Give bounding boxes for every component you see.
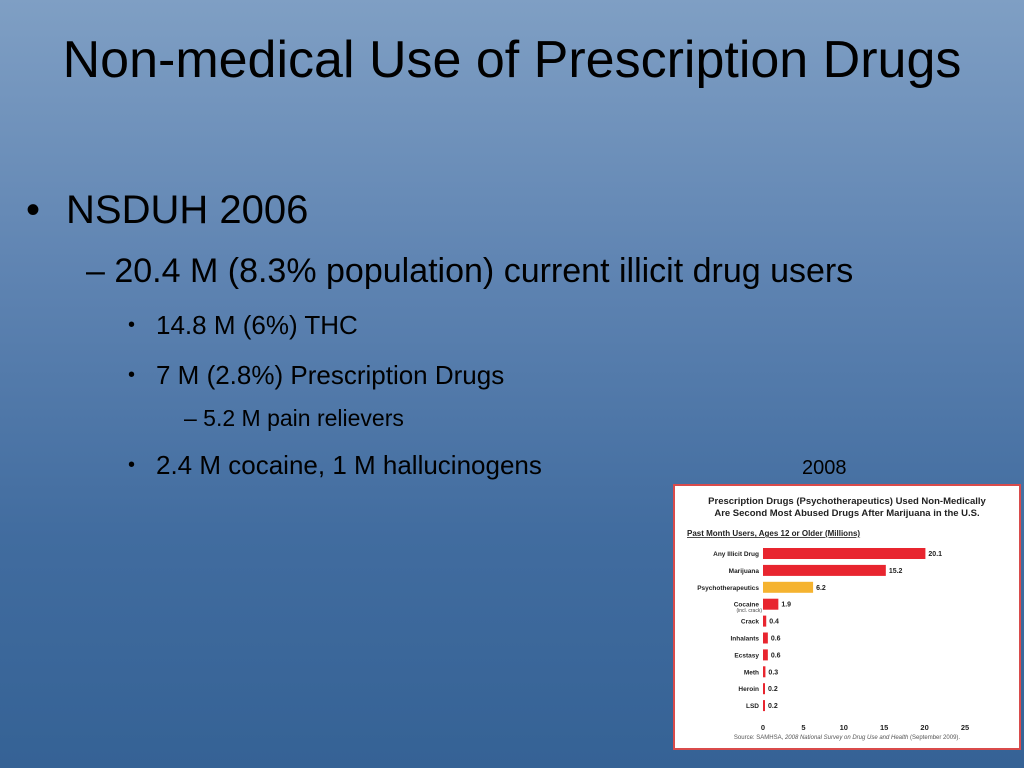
value-label: 0.4	[769, 619, 779, 626]
bars-group: Any Illicit Drug 20.1 Marijuana 15.2 Psychot…	[697, 548, 942, 712]
bullet-pain-relievers: – 5.2 M pain relievers	[184, 405, 404, 431]
bar	[763, 666, 766, 678]
category-label: Meth	[744, 669, 759, 676]
bar	[763, 700, 765, 712]
category-label: Heroin	[738, 686, 759, 693]
value-label: 0.6	[771, 652, 781, 659]
bullet-marker: •	[128, 454, 136, 476]
category-label: Psychotherapeutics	[697, 585, 759, 592]
category-label: Cocaine	[734, 602, 760, 609]
category-label: Inhalants	[730, 636, 759, 643]
bullet-thc: 14.8 M (6%) THC	[156, 310, 358, 340]
bullet-marker: •	[128, 314, 136, 336]
value-label: 0.6	[771, 636, 781, 643]
value-label: 0.2	[768, 686, 778, 693]
x-tick-label: 10	[840, 723, 848, 732]
chart-title-line2: Are Second Most Abused Drugs After Marij…	[714, 508, 979, 519]
bar	[763, 683, 765, 695]
chart-subtitle: Past Month Users, Ages 12 or Older (Mill…	[687, 529, 860, 538]
value-label: 6.2	[816, 585, 826, 592]
value-label: 0.3	[768, 669, 778, 676]
x-tick-label: 20	[920, 723, 928, 732]
x-tick-label: 0	[761, 723, 765, 732]
bar	[763, 649, 768, 661]
category-label: LSD	[746, 703, 759, 710]
x-axis: 0 5 10 15 20 25	[761, 723, 969, 732]
bullet-prescription: 7 M (2.8%) Prescription Drugs	[156, 360, 505, 390]
bar	[763, 598, 779, 610]
value-label: 1.9	[781, 602, 791, 609]
chart-title-line1: Prescription Drugs (Psychotherapeutics) …	[708, 496, 986, 507]
year-label: 2008	[802, 457, 847, 479]
category-label: Marijuana	[729, 568, 760, 575]
chart-source: Source: SAMHSA, 2008 National Survey on …	[734, 735, 960, 741]
value-label: 15.2	[889, 568, 903, 575]
x-tick-label: 25	[961, 723, 969, 732]
x-tick-label: 5	[801, 723, 805, 732]
value-label: 20.1	[928, 551, 942, 558]
bullet-marker: •	[26, 188, 41, 232]
bullet-nsduh: NSDUH 2006	[66, 188, 309, 232]
category-label: Crack	[741, 619, 759, 626]
bar-chart: Prescription Drugs (Psychotherapeutics) …	[673, 484, 1021, 750]
bar	[763, 632, 768, 644]
bullet-cocaine: 2.4 M cocaine, 1 M hallucinogens	[156, 450, 542, 480]
category-label: Any Illicit Drug	[713, 551, 759, 558]
slide-title: Non-medical Use of Prescription Drugs	[62, 31, 962, 89]
bullet-marker: •	[128, 364, 136, 386]
value-label: 0.2	[768, 703, 778, 710]
category-label: Ecstasy	[734, 652, 759, 659]
bar	[763, 581, 814, 593]
bar	[763, 548, 926, 559]
bar	[763, 564, 886, 576]
source-suffix: (September 2009).	[908, 735, 960, 741]
bar	[763, 615, 767, 627]
category-note: (incl. crack)	[736, 608, 762, 614]
source-survey: 2008 National Survey on Drug Use and Hea…	[784, 735, 909, 741]
x-tick-label: 15	[880, 723, 888, 732]
bullet-illicit-users: – 20.4 M (8.3% population) current illic…	[86, 252, 854, 290]
source-prefix: Source: SAMHSA,	[734, 735, 785, 741]
chart-svg: Prescription Drugs (Psychotherapeutics) …	[687, 496, 987, 741]
